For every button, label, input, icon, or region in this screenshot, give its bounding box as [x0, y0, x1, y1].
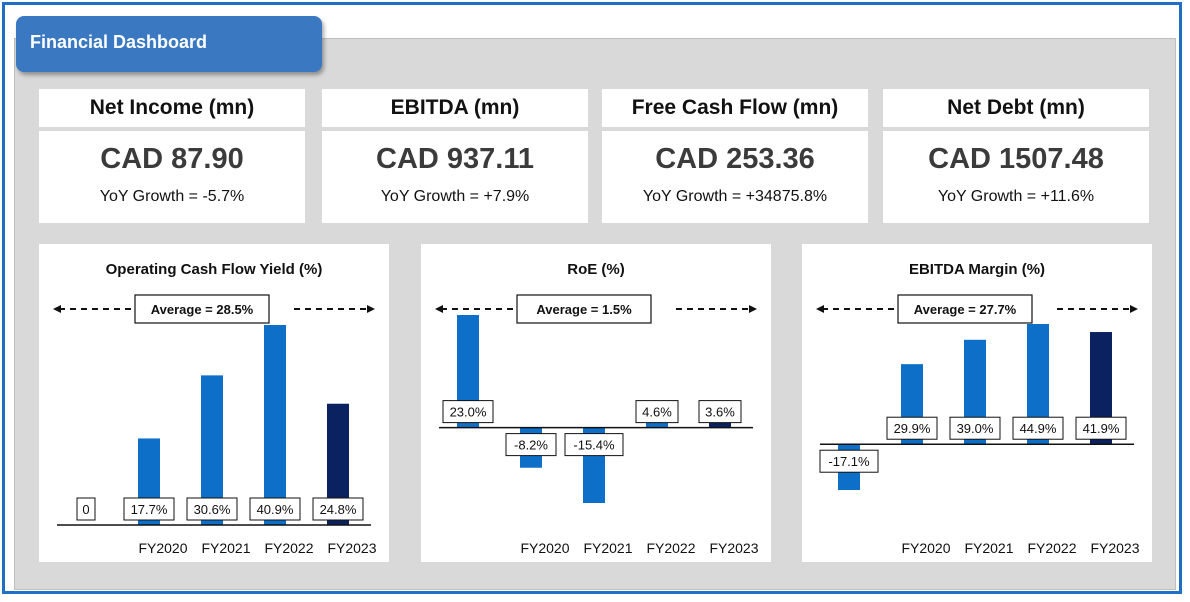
kpi-value: CAD 87.90 — [100, 143, 244, 175]
chart-card-ebitda-margin: EBITDA Margin (%) Average = 27.7% -17.1% 29… — [802, 244, 1152, 562]
x-tick-label: FY2023 — [327, 540, 376, 556]
bar — [1090, 332, 1112, 445]
data-label: -8.2% — [514, 438, 548, 453]
x-tick-label: FY2020 — [901, 540, 950, 556]
bar — [264, 325, 286, 525]
kpi-body: CAD 253.36 YoY Growth = +34875.8% — [602, 131, 868, 223]
x-tick-label: FY2021 — [201, 540, 250, 556]
kpi-card-net-debt: Net Debt (mn) CAD 1507.48 YoY Growth = +… — [883, 89, 1149, 223]
kpi-label: Net Debt (mn) — [883, 89, 1149, 127]
average-box — [897, 294, 1033, 324]
kpi-label: Net Income (mn) — [39, 89, 305, 127]
kpi-growth: YoY Growth = +11.6% — [937, 188, 1095, 205]
average-label: Average = 28.5% — [151, 302, 254, 317]
chart-ebitda-margin: EBITDA Margin (%) Average = 27.7% -17.1% 29… — [816, 261, 1140, 556]
data-label: 44.9% — [1020, 421, 1057, 436]
x-tick-label: FY2021 — [964, 540, 1013, 556]
chart-title: Operating Cash Flow Yield (%) — [106, 261, 323, 278]
average-arrow-right — [1130, 305, 1138, 313]
kpi-growth: YoY Growth = +7.9% — [380, 188, 530, 205]
average-arrow-left — [53, 305, 61, 313]
kpi-body: CAD 937.11 YoY Growth = +7.9% — [322, 131, 588, 223]
kpi-label: EBITDA (mn) — [322, 89, 588, 127]
data-label-box — [635, 400, 679, 424]
data-label: 4.6% — [642, 405, 672, 420]
average-arrow-left — [816, 305, 824, 313]
average-box — [134, 294, 270, 324]
data-label: 41.9% — [1083, 421, 1120, 436]
kpi-card-free-cash-flow: Free Cash Flow (mn) CAD 253.36 YoY Growt… — [602, 89, 868, 223]
average-label: Average = 1.5% — [536, 302, 632, 317]
average-arrow-left — [435, 305, 443, 313]
x-tick-label: FY2022 — [264, 540, 313, 556]
average-arrow-right — [367, 305, 375, 313]
data-label: 30.6% — [194, 502, 231, 517]
bar — [1027, 324, 1049, 445]
chart-title: EBITDA Margin (%) — [909, 261, 1045, 278]
kpi-card-ebitda: EBITDA (mn) CAD 937.11 YoY Growth = +7.9… — [322, 89, 588, 223]
x-tick-label: FY2023 — [1090, 540, 1139, 556]
data-label-box — [698, 400, 742, 424]
data-label-box — [312, 497, 364, 521]
data-label: 29.9% — [894, 421, 931, 436]
kpi-body: CAD 1507.48 YoY Growth = +11.6% — [883, 131, 1149, 223]
data-label-box — [949, 416, 1001, 440]
data-label-box — [249, 497, 301, 521]
data-label: 17.7% — [131, 502, 168, 517]
bar — [201, 375, 223, 525]
average-box — [516, 294, 652, 324]
data-label-box — [442, 400, 494, 424]
bar — [327, 403, 349, 525]
data-label: -17.1% — [828, 454, 870, 469]
data-label-box — [1075, 416, 1127, 440]
chart-title: RoE (%) — [567, 261, 625, 278]
kpi-card-net-income: Net Income (mn) CAD 87.90 YoY Growth = -… — [39, 89, 305, 223]
data-label-box — [564, 433, 624, 457]
x-tick-label: FY2022 — [1027, 540, 1076, 556]
average-arrow-right — [749, 305, 757, 313]
data-label: -15.4% — [573, 438, 615, 453]
kpi-body: CAD 87.90 YoY Growth = -5.7% — [39, 131, 305, 223]
data-label: 23.0% — [450, 405, 487, 420]
data-label-box — [186, 497, 238, 521]
x-tick-label: FY2020 — [138, 540, 187, 556]
data-label-box — [819, 449, 879, 473]
kpi-value: CAD 1507.48 — [928, 143, 1104, 175]
data-label-box — [505, 433, 557, 457]
chart-card-ocf-yield: Operating Cash Flow Yield (%) Average = 2… — [39, 244, 389, 562]
data-label-box — [76, 497, 96, 521]
x-tick-label: FY2022 — [646, 540, 695, 556]
data-label-box — [1012, 416, 1064, 440]
data-label-box — [886, 416, 938, 440]
x-tick-label: FY2023 — [709, 540, 758, 556]
data-label: 40.9% — [257, 502, 294, 517]
data-label: 0 — [82, 502, 89, 517]
chart-card-roe: RoE (%) Average = 1.5% 23.0% -8.2% -15.4% 4.6… — [421, 244, 771, 562]
average-label: Average = 27.7% — [914, 302, 1017, 317]
kpi-value: CAD 937.11 — [376, 143, 534, 175]
dashboard-title: Financial Dashboard — [16, 16, 322, 72]
x-tick-label: FY2020 — [520, 540, 569, 556]
kpi-value: CAD 253.36 — [655, 143, 815, 175]
data-label-box — [123, 497, 175, 521]
chart-ocf-yield: Operating Cash Flow Yield (%) Average = 2… — [53, 261, 377, 556]
data-label: 24.8% — [320, 502, 357, 517]
kpi-label: Free Cash Flow (mn) — [602, 89, 868, 127]
x-tick-label: FY2021 — [583, 540, 632, 556]
kpi-growth: YoY Growth = -5.7% — [99, 188, 245, 205]
data-label: 39.0% — [957, 421, 994, 436]
bar — [457, 315, 479, 428]
chart-roe: RoE (%) Average = 1.5% 23.0% -8.2% -15.4% 4.6… — [435, 261, 759, 556]
kpi-growth: YoY Growth = +34875.8% — [642, 188, 828, 205]
data-label: 3.6% — [705, 405, 735, 420]
